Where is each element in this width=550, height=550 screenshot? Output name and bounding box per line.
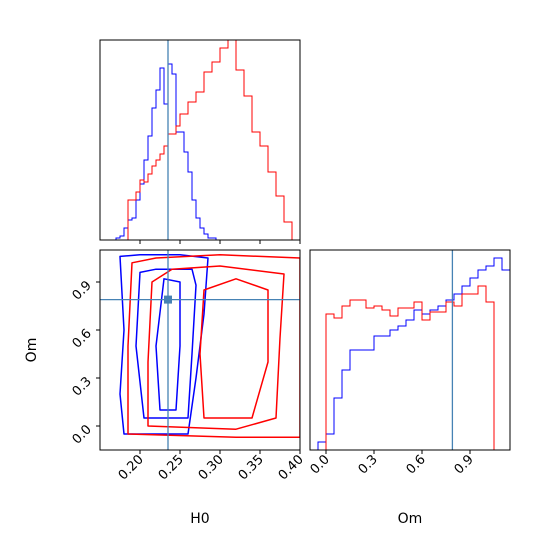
- x-tick-label: 0.40: [276, 452, 307, 483]
- x-tick-label: 0.20: [116, 452, 147, 483]
- y-tick-label: 0.6: [70, 326, 95, 351]
- hist-series-0: [100, 63, 300, 240]
- y-axis-label-om: Om: [24, 338, 40, 363]
- x-tick-label: 0.35: [236, 452, 267, 483]
- contour-series-1-level-2: [199, 278, 269, 419]
- y-tick-label: 0.3: [70, 374, 95, 399]
- contour-series-0-level-2: [155, 278, 181, 411]
- x-axis-label-h0: H0: [190, 511, 209, 527]
- contour-series-1-level-0: [127, 254, 300, 438]
- contour-series-0-level-1: [135, 268, 197, 419]
- contour-series-0-level-0: [119, 254, 209, 435]
- contour-series-1-level-1: [147, 265, 285, 430]
- hist-h0-frame: [99, 39, 301, 241]
- x-tick-label: 0.30: [196, 452, 227, 483]
- panel-hist-om: 0.0 0.3 0.6 0.9 Om: [308, 249, 511, 527]
- x-tick-label: 0.9: [452, 452, 477, 477]
- contour-frame: [99, 249, 301, 451]
- panel-contour-h0-om: 0.20 0.25 0.30 0.35 0.40 0.0 0.3 0.6 0.9 H0 Om: [24, 249, 307, 527]
- panel-hist-h0: [99, 39, 301, 244]
- hist-om-frame: [309, 249, 511, 451]
- hist-series-1: [100, 40, 300, 240]
- y-tick-label: 0.9: [70, 278, 95, 303]
- x-tick-label: 0.0: [308, 452, 333, 477]
- truth-marker: [164, 295, 172, 304]
- x-tick-label: 0.25: [156, 452, 187, 483]
- hist-series-1: [325, 285, 502, 450]
- hist-series-0: [317, 257, 510, 450]
- x-tick-label: 0.3: [356, 452, 381, 477]
- x-axis-label-om: Om: [398, 511, 423, 527]
- y-tick-label: 0.0: [70, 422, 95, 447]
- x-tick-label: 0.6: [404, 452, 429, 477]
